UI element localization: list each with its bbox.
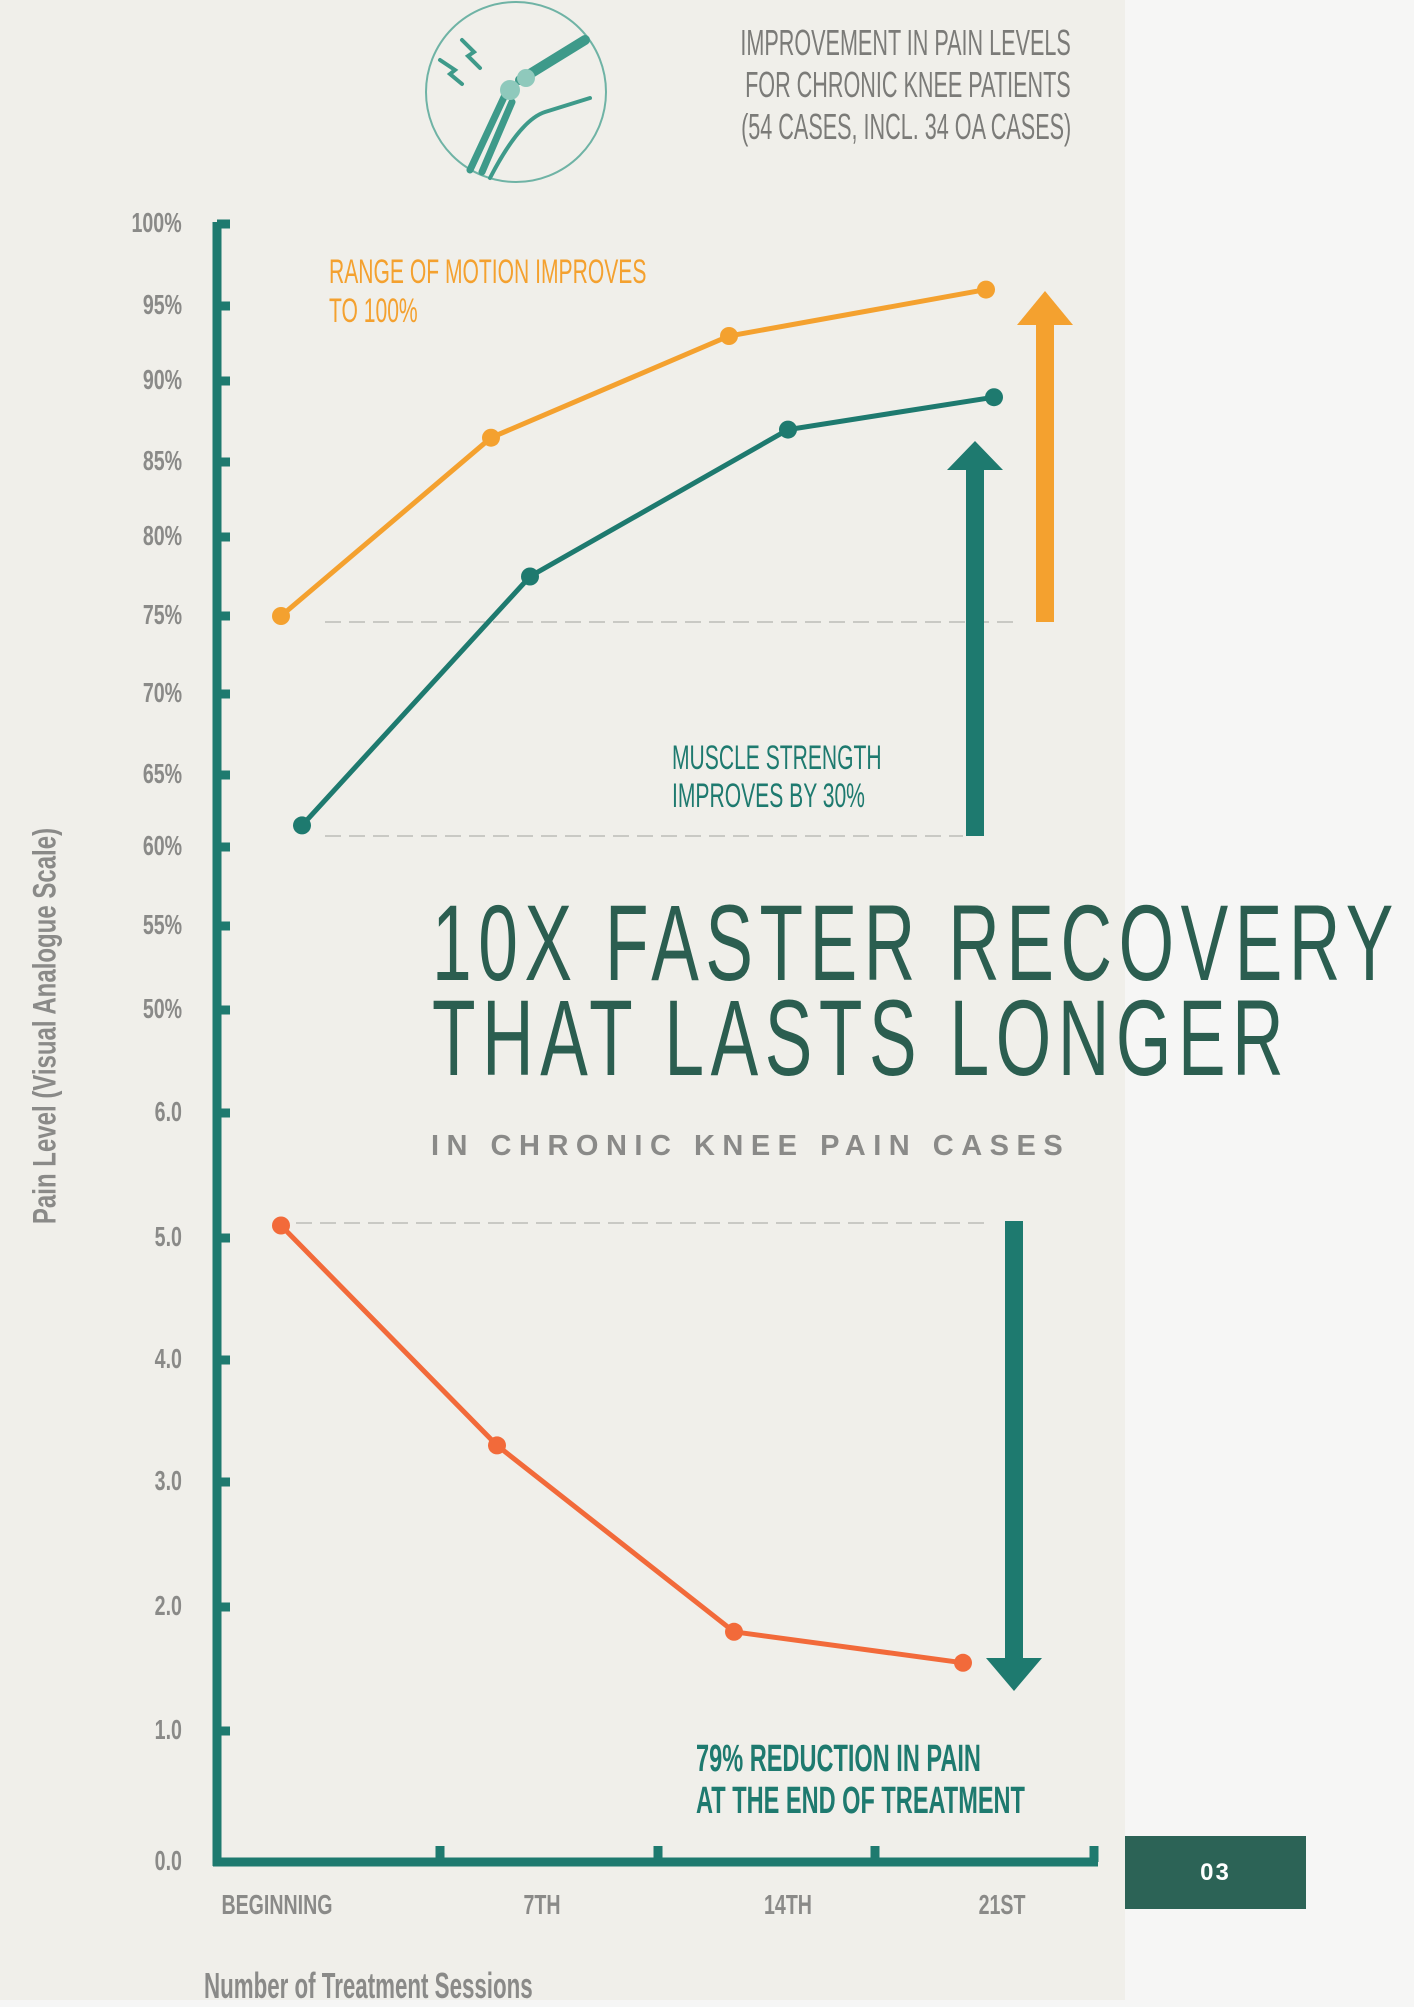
rom-arrow-shaft [1036, 319, 1054, 622]
pain-annotation: AT THE END OF TREATMENT [696, 1780, 1025, 1822]
chart-title-line: IMPROVEMENT IN PAIN LEVELS [740, 22, 1071, 63]
pain-data-point [488, 1436, 506, 1455]
knee-joint-pain-icon [425, 1, 607, 183]
x-tick-label: 21ST [978, 1889, 1026, 1920]
y-tick-label: 3.0 [154, 1465, 182, 1496]
muscle-data-point [293, 816, 311, 835]
x-axis-title: Number of Treatment Sessions [204, 1965, 533, 2006]
headline-subtitle: IN CHRONIC KNEE PAIN CASES [431, 1130, 1071, 1162]
pain-arrow-head [986, 1658, 1042, 1691]
y-tick-label: 90% [142, 364, 182, 395]
x-tick-label: 7TH [523, 1889, 561, 1920]
y-tick-label: 60% [142, 830, 182, 861]
pain-data-point [725, 1622, 743, 1641]
y-tick-label: 0.0 [154, 1845, 182, 1876]
y-tick-label: 100% [131, 207, 182, 238]
muscle-annotation: IMPROVES BY 30% [672, 777, 865, 815]
headline-line-1: 10X FASTER RECOVERY [432, 882, 1400, 1003]
x-tick-label: BEGINNING [221, 1889, 333, 1920]
pain-annotation: 79% REDUCTION IN PAIN [696, 1738, 981, 1780]
rom-annotation: RANGE OF MOTION IMPROVES [329, 253, 647, 291]
muscle-data-point [521, 567, 539, 586]
muscle-data-point [779, 420, 797, 439]
y-tick-label: 95% [142, 289, 182, 320]
y-tick-label: 2.0 [154, 1590, 182, 1621]
rom-data-point [272, 607, 290, 625]
rom-annotation: TO 100% [329, 292, 418, 330]
y-tick-label: 55% [142, 909, 182, 940]
y-axis-title: Pain Level (Visual Analogue Scale) [26, 827, 63, 1225]
background-panel [0, 0, 1125, 2000]
page-number: 03 [1125, 1836, 1306, 1909]
y-tick-label: 70% [142, 677, 182, 708]
y-tick-label: 80% [142, 520, 182, 551]
y-tick-label: 5.0 [154, 1221, 182, 1252]
rom-arrow-head [1017, 291, 1073, 325]
muscle-arrow-head [947, 441, 1003, 470]
muscle-series-line [300, 394, 995, 828]
chart-title-line: (54 CASES, INCL. 34 OA CASES) [740, 106, 1071, 147]
rom-data-point [482, 428, 500, 447]
pain-series-line [279, 1223, 964, 1666]
headline-line-2: THAT LASTS LONGER [432, 977, 1291, 1098]
muscle-data-point [985, 388, 1003, 407]
y-tick-label: 4.0 [154, 1343, 182, 1374]
chart-title-line: FOR CHRONIC KNEE PATIENTS [745, 64, 1071, 105]
y-tick-label: 1.0 [154, 1714, 182, 1745]
x-tick-label: 14TH [764, 1889, 812, 1920]
y-tick-label: 6.0 [154, 1096, 182, 1127]
rom-series-line [279, 287, 987, 618]
y-tick-label: 85% [142, 445, 182, 476]
y-tick-label: 65% [142, 758, 182, 789]
pain-arrow-shaft [1005, 1221, 1023, 1661]
page-number-text: 03 [1200, 1858, 1231, 1886]
rom-data-point [720, 327, 738, 345]
y-tick-label: 75% [142, 599, 182, 630]
pain-data-point [954, 1653, 972, 1672]
y-tick-label: 50% [142, 993, 182, 1024]
pain-data-point [272, 1216, 290, 1235]
muscle-arrow-shaft [966, 465, 984, 836]
muscle-annotation: MUSCLE STRENGTH [672, 739, 882, 777]
rom-data-point [977, 280, 995, 299]
